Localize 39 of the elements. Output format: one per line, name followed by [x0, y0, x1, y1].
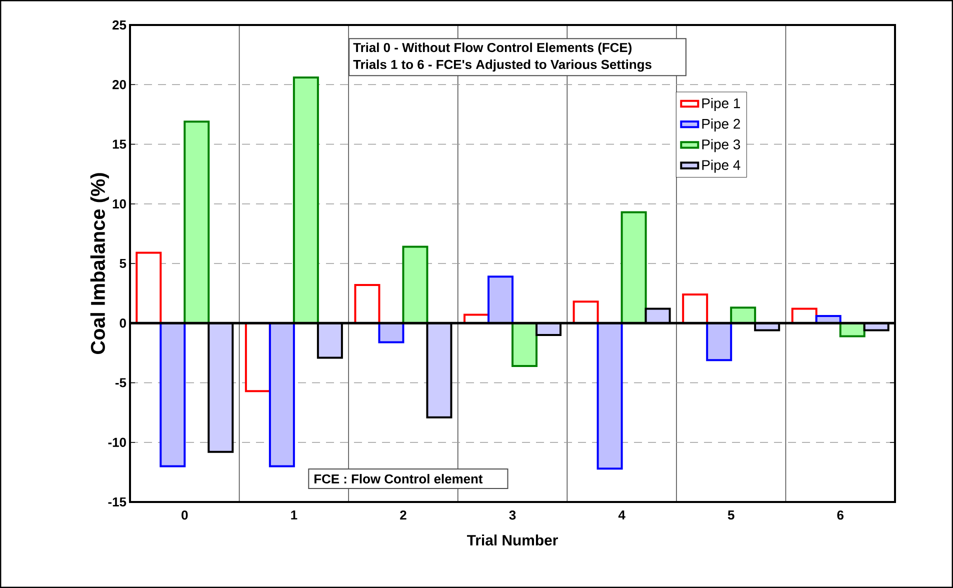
x-tick-label: 2 — [400, 510, 406, 520]
y-tick-label: 10 — [112, 199, 126, 208]
bar — [596, 322, 623, 470]
y-tick-label: -10 — [108, 438, 126, 447]
annotation: Trials 1 to 6 - FCE's Adjusted to Various Settings — [353, 60, 652, 72]
bar — [268, 322, 295, 468]
legend-label: Pipe 2 — [702, 118, 740, 132]
bar — [160, 322, 186, 468]
bar — [706, 322, 732, 362]
annotation: Trial 0 - Without Flow Control Elements (FCE) — [353, 42, 632, 55]
bar — [136, 252, 162, 324]
y-tick-label: -5 — [115, 378, 126, 388]
bar — [184, 120, 210, 324]
y-tick-label: 5 — [120, 258, 126, 268]
bar — [512, 322, 538, 368]
x-tick-label: 1 — [291, 510, 298, 520]
y-tick-label: 25 — [112, 20, 126, 30]
x-tick-label: 4 — [618, 510, 626, 520]
y-axis-title: Coal Imbalance (%) — [90, 173, 109, 354]
bar — [620, 211, 647, 324]
bar — [572, 300, 599, 324]
bar — [292, 76, 319, 324]
legend-label: Pipe 3 — [702, 139, 740, 152]
legend-label: Pipe 4 — [702, 160, 740, 173]
bar — [354, 284, 380, 324]
y-tick-label: 20 — [112, 80, 126, 90]
x-tick-label: 6 — [837, 510, 844, 520]
x-axis-title: Trial Number — [467, 534, 558, 546]
legend-label: Pipe 1 — [702, 98, 740, 111]
y-tick-label: 0 — [120, 318, 126, 328]
bar — [402, 246, 428, 324]
y-tick-label: -15 — [108, 497, 126, 506]
bar — [488, 276, 514, 324]
y-tick-label: 15 — [112, 140, 126, 149]
x-tick-label: 5 — [728, 510, 734, 520]
annotation: FCE : Flow Control element — [314, 474, 483, 484]
x-tick-label: 0 — [182, 510, 188, 520]
x-tick-label: 3 — [509, 510, 516, 520]
bar — [682, 293, 708, 324]
